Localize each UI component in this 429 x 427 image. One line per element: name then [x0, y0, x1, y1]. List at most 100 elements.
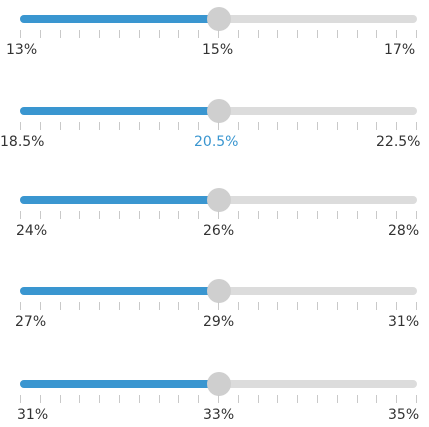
slider-tick [40, 122, 41, 130]
slider-1[interactable]: 13% 15% 17% [0, 2, 429, 62]
slider-tick [396, 395, 397, 403]
slider-fill [20, 196, 219, 204]
slider-thumb[interactable] [206, 99, 231, 123]
slider-tick [198, 395, 199, 403]
slider-tick [416, 395, 417, 403]
slider-tick [238, 302, 239, 310]
slider-max-label: 22.5% [376, 134, 421, 150]
slider-tick [198, 211, 199, 219]
slider-tick [396, 211, 397, 219]
slider-tick [258, 302, 259, 310]
slider-ticks [20, 302, 417, 310]
slider-tick [317, 395, 318, 403]
slider-tick [297, 211, 298, 219]
slider-tick [416, 30, 417, 38]
slider-tick [20, 122, 21, 130]
slider-tick [337, 122, 338, 130]
slider-tick [99, 302, 100, 310]
slider-tick [376, 30, 377, 38]
slider-tick [258, 395, 259, 403]
slider-4[interactable]: 27% 29% 31% [0, 274, 429, 334]
slider-tick [396, 122, 397, 130]
slider-tick [60, 302, 61, 310]
slider-tick [376, 302, 377, 310]
slider-mid-label: 29% [203, 314, 235, 330]
slider-tick [178, 122, 179, 130]
slider-max-label: 28% [388, 223, 420, 239]
slider-min-label: 18.5% [0, 134, 45, 150]
slider-tick [198, 30, 199, 38]
slider-tick [297, 395, 298, 403]
slider-tick [99, 211, 100, 219]
slider-fill [20, 287, 219, 295]
slider-tick [178, 30, 179, 38]
slider-tick [218, 302, 219, 310]
slider-tick [317, 211, 318, 219]
slider-tick [357, 30, 358, 38]
slider-tick [357, 302, 358, 310]
slider-tick [337, 30, 338, 38]
slider-tick [20, 30, 21, 38]
slider-tick [198, 302, 199, 310]
slider-tick [159, 122, 160, 130]
slider-tick [119, 302, 120, 310]
slider-ticks [20, 122, 417, 130]
slider-fill [20, 15, 219, 23]
slider-ticks [20, 30, 417, 38]
slider-mid-label: 33% [203, 407, 235, 423]
slider-thumb[interactable] [206, 372, 231, 396]
slider-tick [317, 30, 318, 38]
slider-tick [99, 122, 100, 130]
slider-tick [79, 302, 80, 310]
slider-tick [396, 30, 397, 38]
slider-tick [337, 302, 338, 310]
slider-tick [159, 30, 160, 38]
slider-tick [20, 302, 21, 310]
slider-tick [218, 211, 219, 219]
slider-2[interactable]: 18.5% 20.5% 22.5% [0, 94, 429, 154]
slider-tick [139, 30, 140, 38]
slider-tick [159, 302, 160, 310]
slider-thumb[interactable] [206, 7, 231, 31]
slider-tick [238, 211, 239, 219]
slider-tick [277, 395, 278, 403]
slider-5[interactable]: 31% 33% 35% [0, 367, 429, 427]
slider-tick [198, 122, 199, 130]
slider-tick [337, 211, 338, 219]
slider-tick [396, 302, 397, 310]
slider-3[interactable]: 24% 26% 28% [0, 183, 429, 243]
slider-tick [238, 395, 239, 403]
slider-tick [258, 122, 259, 130]
slider-tick [159, 211, 160, 219]
slider-tick [119, 122, 120, 130]
slider-tick [40, 30, 41, 38]
slider-min-label: 13% [6, 42, 38, 58]
slider-tick [40, 302, 41, 310]
slider-tick [99, 395, 100, 403]
slider-tick [60, 211, 61, 219]
slider-tick [317, 122, 318, 130]
slider-tick [376, 395, 377, 403]
slider-tick [139, 395, 140, 403]
slider-tick [416, 211, 417, 219]
slider-fill [20, 107, 219, 115]
slider-tick [40, 211, 41, 219]
slider-thumb[interactable] [206, 188, 231, 212]
slider-thumb[interactable] [206, 279, 231, 303]
slider-tick [159, 395, 160, 403]
slider-tick [79, 395, 80, 403]
slider-tick [139, 302, 140, 310]
slider-tick [20, 211, 21, 219]
slider-mid-label: 20.5% [194, 134, 239, 150]
slider-tick [416, 122, 417, 130]
slider-tick [218, 30, 219, 38]
slider-tick [119, 211, 120, 219]
slider-tick [238, 122, 239, 130]
slider-max-label: 31% [388, 314, 420, 330]
slider-tick [40, 395, 41, 403]
slider-ticks [20, 211, 417, 219]
slider-tick [218, 122, 219, 130]
slider-min-label: 31% [17, 407, 49, 423]
slider-tick [297, 122, 298, 130]
slider-tick [376, 211, 377, 219]
